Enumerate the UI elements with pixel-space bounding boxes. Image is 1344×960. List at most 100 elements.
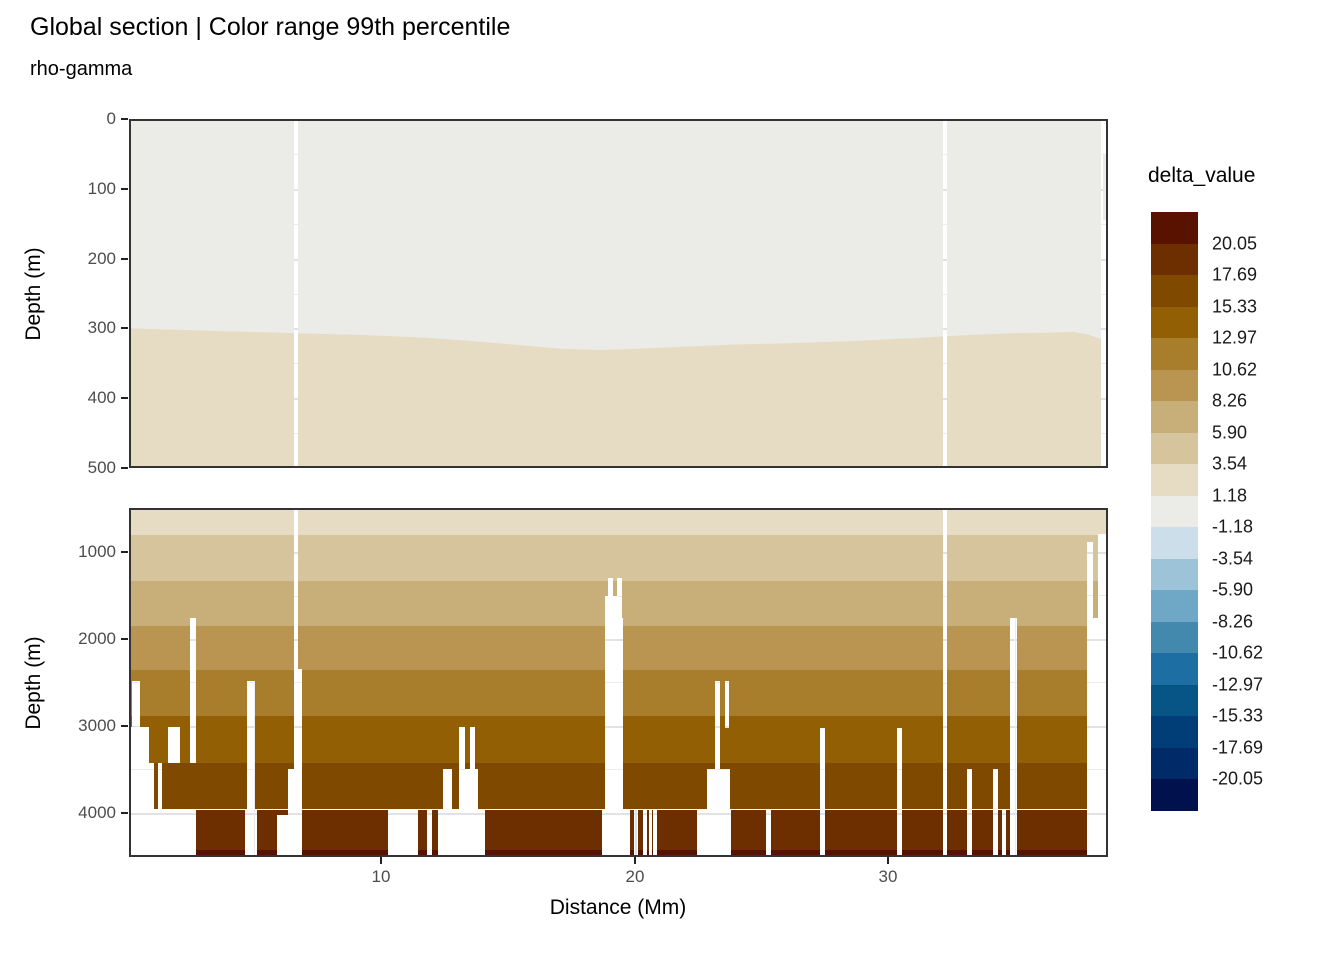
gridline: [1101, 223, 1108, 225]
gridline: [943, 433, 947, 435]
gridline: [190, 725, 196, 728]
no-data-gap: [943, 119, 947, 468]
no-data-gap: [168, 726, 180, 764]
legend-color-cell: [1151, 495, 1198, 528]
panel-upper: [129, 119, 1108, 468]
gridline: [1087, 638, 1093, 641]
panel-upper-raster: [129, 119, 1108, 468]
x-tick-label: 30: [878, 867, 898, 886]
y-axis-tick: [121, 811, 128, 814]
gridline: [967, 769, 972, 771]
legend-break-label: -20.05: [1212, 768, 1264, 789]
gridline: [459, 769, 465, 771]
legend-color-cell: [1151, 464, 1198, 496]
gridline: [254, 809, 255, 857]
legend-break-label: 5.90: [1212, 422, 1248, 442]
legend-color-cell: [1151, 527, 1198, 559]
x-axis-title: Distance (Mm): [549, 896, 687, 919]
legend-title: delta_value: [1148, 164, 1256, 187]
gridline: [1010, 682, 1017, 684]
gridline: [820, 769, 825, 771]
legend-break-label: -8.26: [1212, 611, 1254, 631]
legend-color-cell: [1151, 621, 1198, 654]
no-data-gap: [943, 508, 947, 857]
gridline: [943, 328, 947, 331]
gridline: [897, 769, 902, 771]
gridline: [1101, 363, 1108, 365]
y-tick-label: 500: [87, 458, 116, 477]
gridline: [967, 812, 972, 815]
gridline: [247, 725, 255, 728]
legend-break-label: -1.18: [1212, 516, 1254, 537]
depth-band: [129, 508, 1108, 535]
y-axis-tick: [121, 257, 128, 260]
gridline: [715, 682, 720, 684]
gridline: [247, 682, 255, 684]
no-data-gap: [130, 809, 196, 857]
gridline: [649, 812, 652, 815]
gridline: [697, 812, 731, 815]
gridline: [943, 363, 947, 365]
no-data-gap: [1087, 541, 1093, 857]
legend-color-cell: [1151, 716, 1198, 748]
legend-color-cell: [1151, 275, 1198, 307]
gridline: [1087, 812, 1093, 815]
x-axis-tick: [380, 857, 382, 864]
x-tick-label: 20: [625, 867, 645, 886]
legend-break-label: 1.18: [1212, 485, 1248, 505]
gridline: [1101, 328, 1108, 331]
gridline: [293, 363, 298, 365]
gridline: [293, 398, 298, 401]
gridline: [1098, 638, 1108, 641]
y-axis-tick: [121, 551, 128, 554]
gridline: [605, 682, 623, 684]
legend-color-cell: [1151, 432, 1198, 465]
gridline: [427, 812, 432, 815]
gridline: [1098, 812, 1108, 815]
gridline: [293, 153, 298, 155]
y-axis-tick: [121, 397, 128, 400]
gridline: [897, 812, 902, 815]
gridline: [1101, 398, 1108, 401]
gridline: [247, 769, 255, 771]
gridline: [130, 812, 196, 815]
y-tick-label: 400: [87, 388, 116, 408]
gridline: [190, 682, 196, 684]
no-data-gap: [1010, 618, 1017, 857]
gridline: [943, 682, 947, 684]
legend-break-label: -5.90: [1212, 579, 1254, 600]
gridline: [993, 812, 998, 815]
no-data-gap: [293, 119, 298, 468]
legend-color-cell: [1151, 243, 1198, 276]
no-data-gap: [1098, 533, 1108, 857]
gridline: [943, 552, 947, 555]
y-axis-tick: [121, 638, 128, 640]
gridline: [1098, 725, 1108, 728]
gridline: [715, 725, 720, 728]
x-axis-tick: [887, 857, 889, 864]
gridline: [295, 682, 302, 684]
legend-color-cell: [1151, 369, 1198, 402]
no-data-gap: [725, 680, 729, 728]
gridline: [293, 258, 298, 261]
legend-break-label: 12.97: [1212, 327, 1258, 348]
plot-title: Global section | Color range 99th percen…: [30, 13, 511, 41]
depth-band: [129, 534, 1108, 581]
gridline: [643, 812, 647, 815]
gridline: [617, 595, 622, 597]
no-data-gap: [653, 809, 657, 857]
gridline: [943, 398, 947, 401]
legend-color-cell: [1151, 558, 1198, 591]
no-data-gap: [820, 727, 825, 857]
no-data-gap: [897, 727, 902, 857]
legend-color-cell: [1151, 653, 1198, 685]
gridline: [158, 769, 162, 771]
gridline: [1098, 769, 1108, 771]
gridline: [190, 639, 196, 641]
gridline: [635, 809, 637, 857]
gridline: [136, 769, 154, 771]
gridline: [943, 188, 947, 191]
gridline: [993, 769, 998, 771]
gridline: [1101, 258, 1108, 261]
